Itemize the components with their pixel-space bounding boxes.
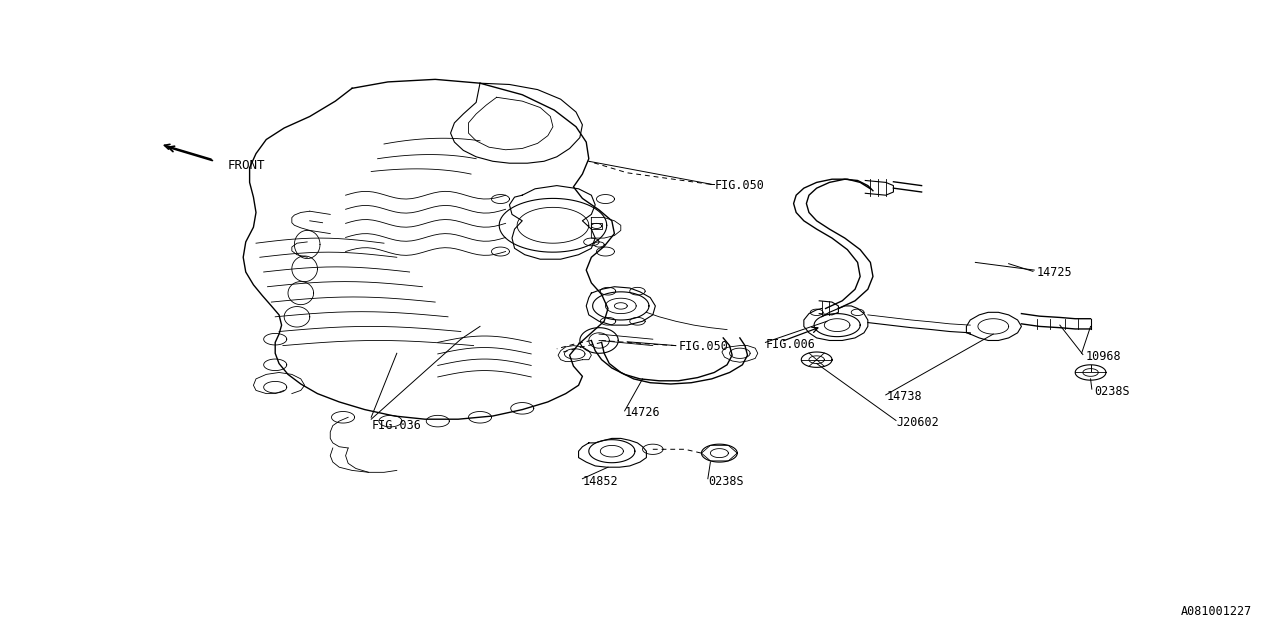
Text: FRONT: FRONT	[228, 159, 265, 172]
Text: 10968: 10968	[1085, 350, 1121, 363]
Text: FIG.050: FIG.050	[714, 179, 764, 192]
Text: FIG.050: FIG.050	[678, 340, 728, 353]
Text: 0238S: 0238S	[708, 475, 744, 488]
Text: 14725: 14725	[1037, 266, 1073, 278]
Text: 14852: 14852	[582, 475, 618, 488]
Text: 14738: 14738	[887, 390, 923, 403]
Text: FIG.006: FIG.006	[765, 338, 815, 351]
Text: 14726: 14726	[625, 406, 660, 419]
Text: J20602: J20602	[896, 416, 938, 429]
Text: 0238S: 0238S	[1094, 385, 1130, 398]
Text: A081001227: A081001227	[1180, 605, 1252, 618]
Text: FIG.036: FIG.036	[371, 419, 421, 432]
